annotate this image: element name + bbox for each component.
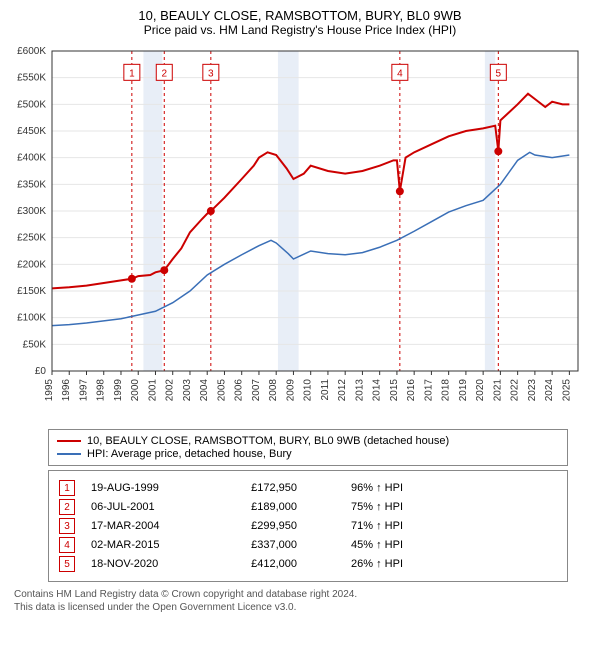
legend-label: HPI: Average price, detached house, Bury: [87, 448, 292, 460]
footer-line-2: This data is licensed under the Open Gov…: [14, 601, 586, 614]
svg-text:1998: 1998: [96, 379, 107, 402]
svg-text:2007: 2007: [251, 379, 262, 402]
transaction-pct: 96% ↑ HPI: [313, 482, 403, 494]
transaction-pct: 75% ↑ HPI: [313, 501, 403, 513]
transaction-pct: 26% ↑ HPI: [313, 558, 403, 570]
transaction-pct: 71% ↑ HPI: [313, 520, 403, 532]
svg-text:2009: 2009: [285, 379, 296, 402]
svg-text:2023: 2023: [527, 379, 538, 402]
svg-text:1996: 1996: [61, 379, 72, 402]
transaction-pct: 45% ↑ HPI: [313, 539, 403, 551]
legend-swatch: [57, 440, 81, 442]
svg-text:2013: 2013: [354, 379, 365, 402]
transaction-date: 17-MAR-2004: [91, 520, 201, 532]
svg-text:£400K: £400K: [17, 153, 46, 164]
legend-series-row: 10, BEAULY CLOSE, RAMSBOTTOM, BURY, BL0 …: [57, 435, 559, 447]
svg-text:2020: 2020: [475, 379, 486, 402]
transaction-marker: 1: [59, 480, 75, 496]
svg-text:2: 2: [161, 68, 167, 79]
legend-swatch: [57, 453, 81, 455]
transaction-row: 4 02-MAR-2015 £337,000 45% ↑ HPI: [59, 537, 557, 553]
transaction-row: 5 18-NOV-2020 £412,000 26% ↑ HPI: [59, 556, 557, 572]
transaction-marker: 5: [59, 556, 75, 572]
svg-text:£350K: £350K: [17, 179, 46, 190]
svg-text:£500K: £500K: [17, 99, 46, 110]
series-legend: 10, BEAULY CLOSE, RAMSBOTTOM, BURY, BL0 …: [48, 429, 568, 466]
svg-text:1999: 1999: [113, 379, 124, 402]
svg-text:2002: 2002: [165, 379, 176, 402]
transaction-date: 06-JUL-2001: [91, 501, 201, 513]
svg-text:2024: 2024: [544, 379, 555, 402]
svg-text:2018: 2018: [441, 379, 452, 402]
transaction-price: £299,950: [217, 520, 297, 532]
svg-text:2008: 2008: [268, 379, 279, 402]
svg-text:2005: 2005: [216, 379, 227, 402]
svg-text:£250K: £250K: [17, 233, 46, 244]
transaction-price: £337,000: [217, 539, 297, 551]
svg-text:2004: 2004: [199, 379, 210, 402]
transaction-row: 2 06-JUL-2001 £189,000 75% ↑ HPI: [59, 499, 557, 515]
transaction-price: £172,950: [217, 482, 297, 494]
svg-text:2017: 2017: [423, 379, 434, 402]
svg-text:£100K: £100K: [17, 313, 46, 324]
transaction-marker: 4: [59, 537, 75, 553]
transaction-date: 02-MAR-2015: [91, 539, 201, 551]
svg-text:2015: 2015: [389, 379, 400, 402]
chart-svg: £0 £50K £100K £150K £200K £250K £300K £350K £400…: [8, 43, 588, 423]
svg-text:2010: 2010: [303, 379, 314, 402]
svg-text:2012: 2012: [337, 379, 348, 402]
footer-attribution: Contains HM Land Registry data © Crown c…: [14, 588, 586, 614]
svg-text:2000: 2000: [130, 379, 141, 402]
transaction-row: 1 19-AUG-1999 £172,950 96% ↑ HPI: [59, 480, 557, 496]
svg-text:£50K: £50K: [23, 339, 47, 350]
svg-text:£200K: £200K: [17, 259, 46, 270]
transaction-marker: 2: [59, 499, 75, 515]
legend-series-row: HPI: Average price, detached house, Bury: [57, 448, 559, 460]
svg-text:£550K: £550K: [17, 73, 46, 84]
transaction-price: £189,000: [217, 501, 297, 513]
transaction-date: 18-NOV-2020: [91, 558, 201, 570]
transactions-legend: 1 19-AUG-1999 £172,950 96% ↑ HPI 2 06-JUL-200…: [48, 470, 568, 582]
svg-text:2014: 2014: [372, 379, 383, 402]
svg-text:2025: 2025: [561, 379, 572, 402]
svg-text:4: 4: [397, 68, 403, 79]
chart-area: £0 £50K £100K £150K £200K £250K £300K £350K £400…: [8, 43, 588, 423]
svg-text:£600K: £600K: [17, 46, 46, 57]
svg-text:1995: 1995: [44, 379, 55, 402]
legend-label: 10, BEAULY CLOSE, RAMSBOTTOM, BURY, BL0 …: [87, 435, 449, 447]
svg-text:£300K: £300K: [17, 206, 46, 217]
svg-text:2022: 2022: [510, 379, 521, 402]
svg-text:2016: 2016: [406, 379, 417, 402]
svg-text:2019: 2019: [458, 379, 469, 402]
svg-text:2003: 2003: [182, 379, 193, 402]
transaction-price: £412,000: [217, 558, 297, 570]
svg-text:2021: 2021: [492, 379, 503, 402]
transaction-row: 3 17-MAR-2004 £299,950 71% ↑ HPI: [59, 518, 557, 534]
transaction-marker: 3: [59, 518, 75, 534]
chart-title: 10, BEAULY CLOSE, RAMSBOTTOM, BURY, BL0 …: [8, 8, 592, 23]
svg-text:1: 1: [129, 68, 135, 79]
transaction-date: 19-AUG-1999: [91, 482, 201, 494]
svg-text:3: 3: [208, 68, 214, 79]
svg-text:£450K: £450K: [17, 126, 46, 137]
svg-text:£0: £0: [35, 366, 47, 377]
chart-subtitle: Price paid vs. HM Land Registry's House …: [8, 23, 592, 37]
svg-text:2006: 2006: [234, 379, 245, 402]
svg-text:5: 5: [496, 68, 502, 79]
footer-line-1: Contains HM Land Registry data © Crown c…: [14, 588, 586, 601]
svg-text:2001: 2001: [147, 379, 158, 402]
svg-text:£150K: £150K: [17, 286, 46, 297]
svg-text:1997: 1997: [78, 379, 89, 402]
svg-text:2011: 2011: [320, 379, 331, 401]
